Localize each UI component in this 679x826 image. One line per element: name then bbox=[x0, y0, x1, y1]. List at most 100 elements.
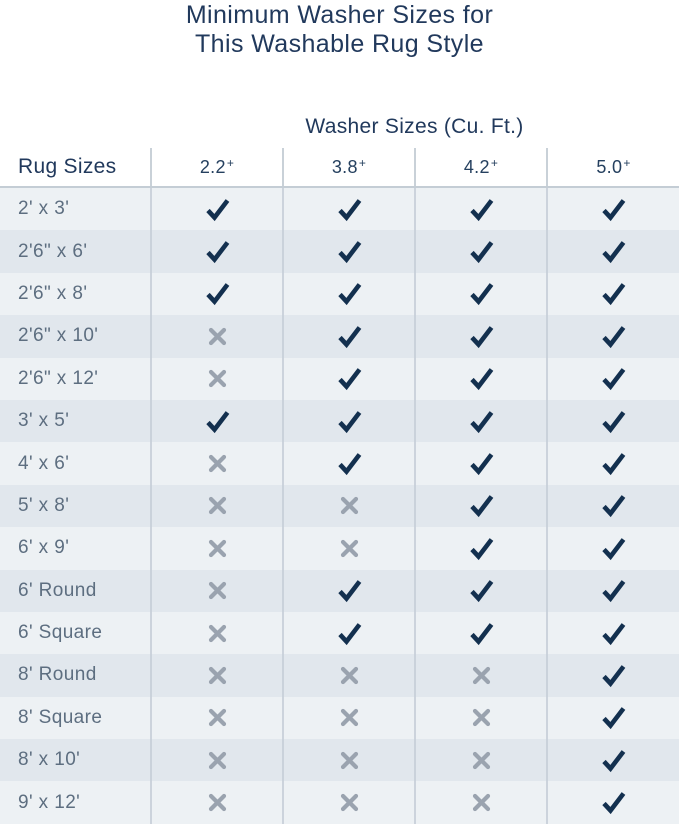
rug-size-label: 5' x 8' bbox=[18, 494, 70, 516]
compatibility-cell bbox=[414, 357, 546, 400]
table-row: 6' Square bbox=[0, 611, 679, 655]
compatibility-cell bbox=[546, 781, 679, 824]
chart-title-line2: This Washable Rug Style bbox=[195, 30, 484, 58]
check-icon bbox=[336, 409, 363, 434]
compatibility-cell bbox=[150, 569, 282, 612]
compatibility-cell bbox=[282, 611, 414, 655]
compatibility-cell bbox=[150, 399, 282, 443]
compatibility-cell bbox=[414, 442, 546, 485]
check-icon bbox=[600, 324, 627, 349]
x-icon bbox=[207, 453, 228, 474]
compatibility-cell bbox=[414, 696, 546, 740]
rug-size-label: 2'6" x 8' bbox=[18, 282, 88, 304]
chart-title: Minimum Washer Sizes for This Washable R… bbox=[0, 0, 679, 59]
compatibility-cell bbox=[282, 781, 414, 824]
compatibility-cell bbox=[414, 230, 546, 273]
chart-title-line1: Minimum Washer Sizes for bbox=[185, 1, 494, 29]
compatibility-cell bbox=[546, 654, 679, 697]
washer-size-column-header-0: 2.2 + bbox=[150, 148, 282, 186]
washer-size-value: 3.8 bbox=[331, 156, 358, 177]
check-icon bbox=[600, 451, 627, 476]
compatibility-cell bbox=[546, 739, 679, 782]
compatibility-cell bbox=[546, 272, 679, 316]
table-row: 6' x 9' bbox=[0, 527, 679, 570]
x-icon bbox=[471, 707, 492, 728]
compatibility-cell bbox=[414, 781, 546, 824]
compatibility-cell bbox=[414, 739, 546, 782]
x-icon bbox=[207, 495, 228, 516]
washer-size-column-header-1: 3.8 + bbox=[282, 148, 414, 186]
check-icon bbox=[600, 366, 627, 391]
check-icon bbox=[468, 451, 495, 476]
compatibility-cell bbox=[546, 188, 679, 231]
check-icon bbox=[336, 197, 363, 222]
compatibility-cell bbox=[414, 399, 546, 443]
x-icon bbox=[339, 707, 360, 728]
table-row: 9' x 12' bbox=[0, 781, 679, 824]
x-icon bbox=[207, 326, 228, 347]
washer-sizes-group-header: Washer Sizes (Cu. Ft.) bbox=[305, 115, 524, 138]
check-icon bbox=[600, 409, 627, 434]
plus-sign: + bbox=[490, 156, 499, 170]
compatibility-cell bbox=[150, 696, 282, 740]
compatibility-cell bbox=[282, 442, 414, 485]
compatibility-cell bbox=[150, 654, 282, 697]
compatibility-cell bbox=[150, 611, 282, 655]
compatibility-cell bbox=[414, 315, 546, 358]
washer-size-column-header-2: 4.2 + bbox=[414, 148, 546, 186]
plus-sign: + bbox=[358, 156, 367, 170]
washer-size-table-body: 2' x 3' 2'6" x 6' 2'6" x 8' 2'6" x 10' 2'6" … bbox=[0, 188, 679, 824]
check-icon bbox=[468, 366, 495, 391]
washer-size-value: 5.0 bbox=[596, 156, 623, 177]
check-icon bbox=[336, 621, 363, 646]
x-icon bbox=[471, 750, 492, 771]
check-icon bbox=[204, 409, 231, 434]
compatibility-cell bbox=[282, 272, 414, 316]
check-icon bbox=[336, 366, 363, 391]
table-row: 5' x 8' bbox=[0, 484, 679, 528]
compatibility-cell bbox=[282, 569, 414, 612]
rug-size-label: 6' x 9' bbox=[18, 537, 70, 559]
compatibility-cell bbox=[546, 399, 679, 443]
rug-size-label: 4' x 6' bbox=[18, 452, 70, 474]
compatibility-cell bbox=[546, 611, 679, 655]
compatibility-cell bbox=[546, 696, 679, 740]
washer-size-value: 2.2 bbox=[199, 156, 226, 177]
compatibility-cell bbox=[150, 739, 282, 782]
compatibility-cell bbox=[546, 442, 679, 485]
rug-size-label: 9' x 12' bbox=[18, 791, 81, 813]
x-icon bbox=[339, 495, 360, 516]
rug-size-label: 3' x 5' bbox=[18, 410, 70, 432]
compatibility-cell bbox=[150, 357, 282, 400]
check-icon bbox=[600, 536, 627, 561]
x-icon bbox=[207, 750, 228, 771]
rug-size-label: 2'6" x 12' bbox=[18, 367, 99, 389]
check-icon bbox=[600, 621, 627, 646]
check-icon bbox=[468, 493, 495, 518]
compatibility-cell bbox=[546, 484, 679, 528]
compatibility-cell bbox=[282, 188, 414, 231]
check-icon bbox=[600, 239, 627, 264]
plus-sign: + bbox=[623, 156, 631, 170]
check-icon bbox=[204, 281, 231, 306]
rug-size-label: 6' Square bbox=[18, 622, 103, 644]
check-icon bbox=[600, 197, 627, 222]
check-icon bbox=[336, 451, 363, 476]
compatibility-cell bbox=[282, 230, 414, 273]
check-icon bbox=[336, 281, 363, 306]
compatibility-cell bbox=[282, 739, 414, 782]
table-row: 3' x 5' bbox=[0, 399, 679, 443]
compatibility-cell bbox=[546, 569, 679, 612]
rug-size-label: 8' Square bbox=[18, 706, 103, 728]
check-icon bbox=[468, 621, 495, 646]
washer-size-value: 4.2 bbox=[463, 156, 490, 177]
compatibility-cell bbox=[282, 484, 414, 528]
compatibility-cell bbox=[150, 781, 282, 824]
rug-size-label: 8' x 10' bbox=[18, 749, 81, 771]
check-icon bbox=[336, 578, 363, 603]
check-icon bbox=[468, 324, 495, 349]
check-icon bbox=[468, 536, 495, 561]
check-icon bbox=[600, 493, 627, 518]
check-icon bbox=[468, 409, 495, 434]
